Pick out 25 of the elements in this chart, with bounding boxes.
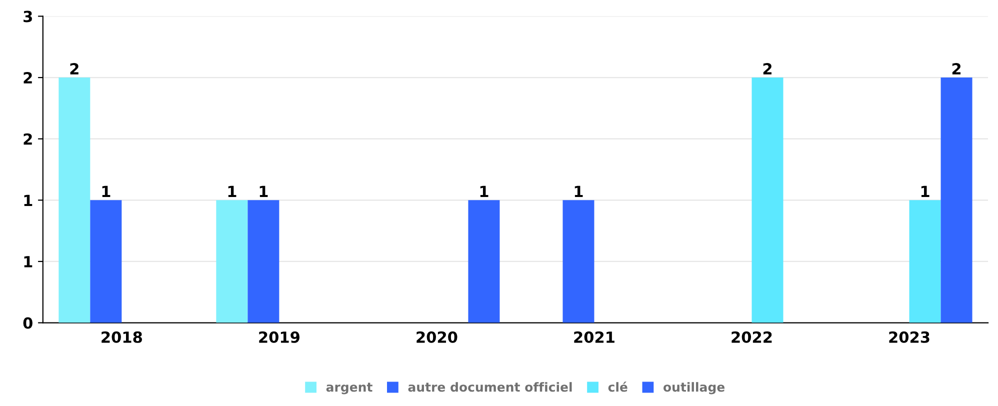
x-tick-label: 2022 bbox=[732, 331, 772, 343]
data-label: 1 bbox=[228, 186, 236, 197]
data-label: 1 bbox=[260, 186, 268, 197]
data-label: 1 bbox=[102, 186, 110, 197]
data-label: 1 bbox=[574, 186, 583, 197]
y-tick-label: 1 bbox=[24, 194, 32, 206]
data-label: 1 bbox=[480, 186, 488, 197]
y-tick-label: 2 bbox=[24, 72, 32, 84]
legend-label: clé bbox=[608, 382, 628, 392]
data-label: 2 bbox=[70, 63, 78, 74]
y-tick-label: 1 bbox=[24, 256, 32, 268]
x-tick-label: 2019 bbox=[259, 331, 300, 343]
x-tick-label: 2021 bbox=[574, 331, 614, 343]
x-tick-label: 2020 bbox=[416, 331, 458, 343]
x-tick-label: 2023 bbox=[889, 331, 930, 343]
legend-label: outillage bbox=[663, 382, 725, 394]
data-label: 1 bbox=[921, 186, 930, 197]
y-tick-label: 0 bbox=[23, 317, 32, 329]
data-label: 2 bbox=[763, 63, 772, 74]
y-tick-label: 2 bbox=[24, 133, 32, 145]
legend-label: autre document officiel bbox=[408, 382, 572, 392]
y-tick-label: 3 bbox=[24, 10, 32, 22]
x-tick-label: 2018 bbox=[102, 331, 142, 343]
legend-label: argent bbox=[326, 382, 372, 394]
data-label: 2 bbox=[952, 63, 961, 74]
